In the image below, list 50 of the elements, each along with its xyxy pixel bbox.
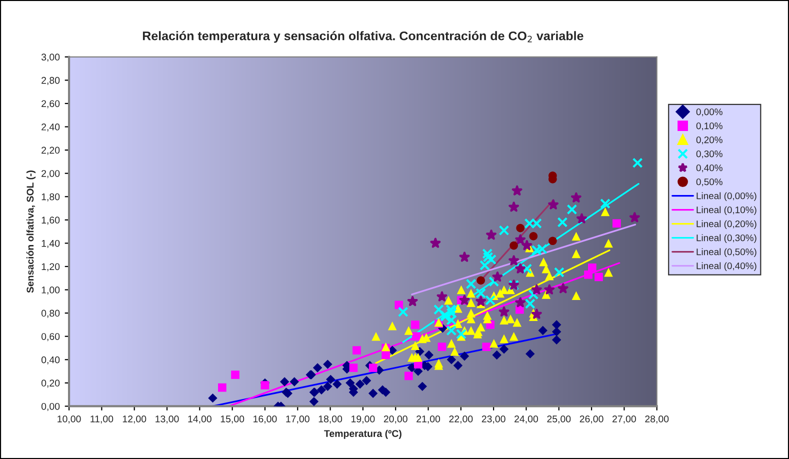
x-tick-label: 15,00: [220, 416, 244, 424]
y-tick-label: 1,00: [42, 286, 60, 295]
legend-label: 0,30%: [696, 150, 722, 158]
legend-label: 0,10%: [696, 122, 722, 130]
y-tick-label: 3,00: [41, 54, 60, 62]
y-tick-label: 2,60: [42, 100, 60, 108]
x-tick-label: 27,00: [612, 416, 636, 424]
y-axis-title: Sensación olfativa, SOL (-): [26, 170, 36, 293]
y-tick-label: 1,80: [42, 193, 60, 202]
x-tick-label: 26,00: [580, 416, 604, 424]
x-tick-label: 21,00: [416, 416, 440, 424]
y-tick-label: 2,20: [42, 146, 60, 155]
legend-label: 0,00%: [696, 108, 722, 116]
x-tick-label: 18,00: [318, 416, 342, 424]
x-tick-label: 28,00: [645, 416, 669, 424]
y-tick-label: 1,40: [42, 240, 60, 248]
x-tick-label: 20,00: [384, 416, 408, 424]
chart-title: Relación temperatura y sensación olfativa. Concentración de CO$_{2}$ variable: [142, 31, 584, 43]
legend-label: Lineal (0,10%): [696, 206, 756, 216]
x-tick-label: 24,00: [514, 416, 538, 424]
legend-label: Lineal (0,40%): [696, 262, 756, 272]
legend-label: Lineal (0,00%): [696, 192, 756, 202]
y-tick-label: 2,00: [42, 170, 60, 178]
x-tick-label: 23,00: [482, 416, 506, 424]
x-tick-label: 16,00: [254, 416, 277, 424]
x-tick-label: 12,00: [122, 416, 146, 424]
x-tick-label: 17,00: [286, 416, 310, 424]
legend-label: 0,20%: [696, 136, 722, 144]
x-tick-label: 25,00: [547, 416, 571, 424]
x-axis-title: Temperatura (ºC): [324, 430, 402, 439]
x-tick-label: 14,00: [188, 416, 212, 424]
y-tick-label: 1,20: [42, 263, 60, 272]
x-tick-label: 13,00: [156, 416, 179, 424]
y-tick-label: 1,60: [42, 216, 60, 225]
x-tick-label: 10,00: [58, 416, 81, 424]
y-tick-label: 2,40: [42, 124, 60, 132]
y-tick-label: 0,80: [41, 310, 60, 318]
y-tick-label: 0,20: [41, 380, 60, 388]
y-tick-label: 0,40: [41, 356, 60, 364]
legend-label: 0,40%: [696, 164, 722, 172]
legend-label: 0,50%: [696, 178, 722, 186]
x-tick-label: 19,00: [352, 416, 375, 424]
legend-label: Lineal (0,50%): [696, 248, 756, 258]
y-tick-label: 2,80: [42, 76, 60, 85]
y-tick-label: 0,00: [41, 402, 60, 411]
x-tick-label: 22,00: [449, 416, 473, 424]
x-tick-label: 11,00: [90, 416, 114, 424]
legend-label: Lineal (0,30%): [696, 234, 756, 244]
y-tick-label: 0,60: [41, 333, 60, 342]
legend-label: Lineal (0,20%): [696, 220, 756, 230]
